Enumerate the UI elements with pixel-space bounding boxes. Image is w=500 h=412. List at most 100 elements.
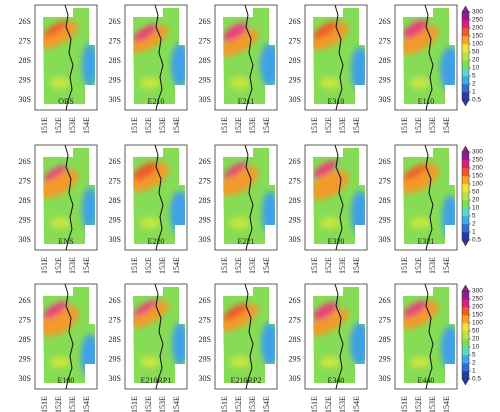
colorbar-segment: [462, 184, 469, 193]
coastline: [154, 283, 164, 390]
colorbar-segment: [462, 339, 469, 348]
blob: [350, 322, 365, 366]
panel-frame: [34, 4, 98, 111]
blob: [230, 356, 250, 368]
panel-label: E210: [148, 97, 165, 106]
lat-label: 28S: [289, 335, 301, 344]
colorbar-tick-label: 10: [472, 205, 480, 212]
lat-label: 29S: [19, 354, 31, 363]
lon-label: 154E: [82, 257, 91, 274]
field: [313, 148, 365, 244]
blob: [261, 322, 275, 366]
field: [223, 148, 275, 244]
colorbar-tick-label: 1: [472, 368, 476, 375]
map-panel: E210RP1 26S 27S 28S 29S 30S 151E 152E 153E 154E: [109, 283, 188, 412]
coastline: [154, 4, 164, 111]
panel-frame: [34, 144, 98, 251]
field: [43, 148, 95, 244]
lat-label: 29S: [379, 75, 391, 84]
colorbar-tick-label: 200: [472, 25, 483, 32]
colorbar-tick-label: 200: [472, 304, 483, 311]
coastline: [154, 144, 164, 251]
field: [133, 148, 185, 244]
blob: [351, 191, 365, 235]
lon-label: 151E: [310, 257, 319, 274]
blob: [133, 162, 169, 192]
blob: [133, 162, 158, 180]
panel-frame: [304, 4, 368, 111]
colorbar-tick-label: 20: [472, 197, 480, 204]
blob: [43, 301, 68, 319]
map-panel: E310 26S 27S 28S 29S 30S 151E 152E 153E 154E: [289, 4, 368, 134]
field: [403, 287, 455, 383]
coastline: [64, 144, 74, 251]
field: [43, 8, 95, 104]
lat-label: 30S: [19, 374, 31, 383]
colorbar-segment: [462, 92, 469, 101]
map-panel: E220 26S 27S 28S 29S 30S 151E 152E 153E 154E: [109, 144, 188, 274]
panel-label: E320: [328, 237, 345, 246]
blob: [171, 43, 185, 87]
lon-label: 153E: [248, 257, 257, 274]
panel-frame: [214, 283, 278, 390]
colorbar-segment: [462, 60, 469, 69]
lon-label: 151E: [130, 257, 139, 274]
panel-frame: [124, 4, 188, 111]
blob: [43, 21, 79, 49]
blobs: [403, 162, 455, 239]
lat-label: 27S: [19, 176, 31, 185]
colorbar-segment: [462, 152, 469, 161]
blob: [320, 217, 340, 229]
lat-label: 28S: [19, 56, 31, 65]
colorbar-tick-label: 0.5: [472, 237, 481, 244]
coastline: [244, 144, 254, 251]
lon-label: 154E: [172, 396, 181, 412]
blob: [403, 20, 428, 38]
lat-label: 30S: [379, 235, 391, 244]
panel-label: E310: [328, 97, 345, 106]
lat-label: 30S: [289, 95, 301, 104]
lat-label: 27S: [379, 315, 391, 324]
colorbar-segment: [462, 168, 469, 177]
lat-label: 28S: [19, 335, 31, 344]
colorbar-tick-label: 300: [472, 9, 483, 16]
lon-label: 151E: [400, 396, 409, 412]
map-panel: E100 26S 27S 28S 29S 30S 151E 152E 153E 154E: [19, 283, 98, 412]
colorbar-frame: [461, 151, 470, 241]
colorbar-tick-label: 150: [472, 312, 483, 319]
lon-label: 154E: [82, 396, 91, 412]
lat-label: 26S: [19, 17, 31, 26]
lat-label: 27S: [109, 36, 121, 45]
lat-label: 29S: [109, 215, 121, 224]
lon-label: 153E: [158, 117, 167, 134]
colorbar-tick-label: 5: [472, 213, 476, 220]
coastline: [64, 283, 74, 390]
colorbar-segment: [462, 224, 469, 233]
lat-label: 29S: [199, 215, 211, 224]
colorbar-frame: [461, 11, 470, 101]
panel-label: OBS: [58, 97, 74, 106]
coastline: [424, 4, 434, 111]
colorbar-segment: [462, 371, 469, 380]
lat-label: 30S: [109, 235, 121, 244]
lat-label: 29S: [19, 215, 31, 224]
colorbar-tick-label: 5: [472, 73, 476, 80]
panel-frame: [304, 144, 368, 251]
blobs: [43, 20, 95, 89]
colorbar-tick-label: 200: [472, 165, 483, 172]
blob: [313, 21, 338, 39]
blob: [410, 217, 430, 229]
blob: [50, 356, 70, 368]
colorbar-segment: [462, 44, 469, 53]
blob: [442, 195, 455, 239]
colorbar-tick-label: 150: [472, 33, 483, 40]
lon-label: 154E: [352, 117, 361, 134]
field: [43, 287, 95, 383]
panel-label: E321: [418, 237, 435, 246]
blob: [140, 217, 160, 229]
coastline: [244, 4, 254, 111]
lon-label: 152E: [234, 257, 243, 274]
lon-label: 153E: [68, 257, 77, 274]
lat-label: 30S: [379, 95, 391, 104]
lon-label: 154E: [442, 117, 451, 134]
